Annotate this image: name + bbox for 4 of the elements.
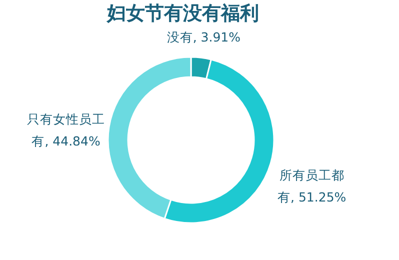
slice-label: 只有女性员工有, 44.84% — [27, 112, 106, 149]
slice-label: 没有, 3.91% — [166, 29, 241, 44]
slice-label: 所有员工都有, 51.25% — [278, 167, 346, 204]
chart-title: 妇女节有没有福利 — [106, 2, 259, 24]
